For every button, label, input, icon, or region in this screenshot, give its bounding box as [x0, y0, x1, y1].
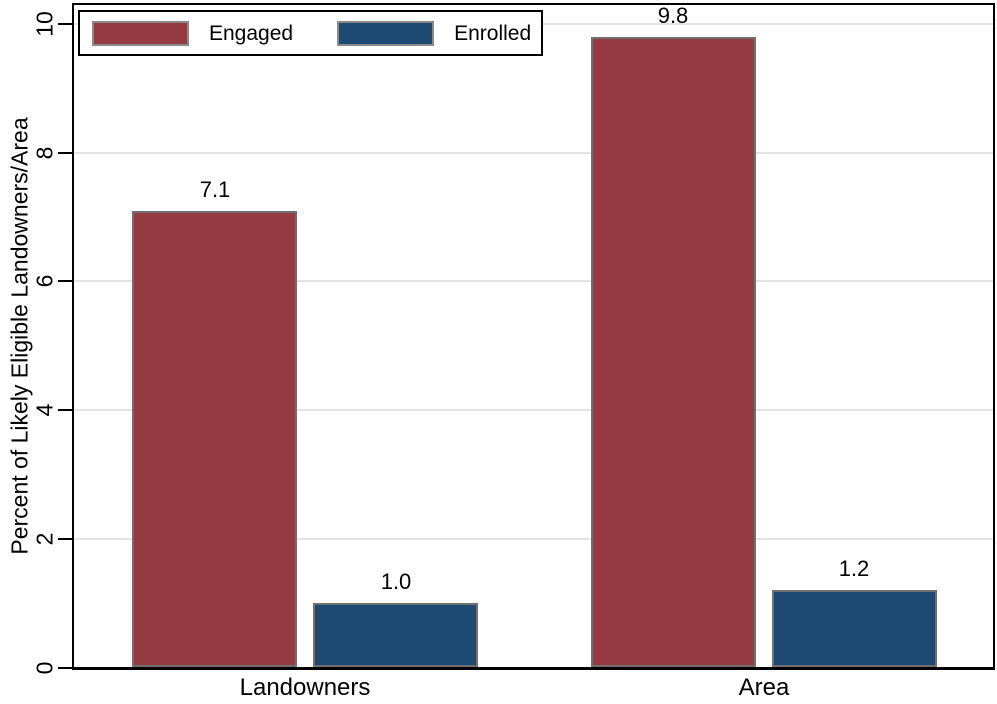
gridline-y-4: [74, 409, 993, 411]
x-axis-line: [72, 667, 995, 670]
legend-swatch-engaged: [92, 20, 189, 46]
y-tick-label-0: 0: [31, 661, 58, 675]
y-tickmark-6: [58, 280, 72, 282]
bar-value-label: 9.8: [657, 3, 689, 28]
legend-item-enrolled: Enrolled: [337, 20, 532, 46]
legend: Engaged Enrolled: [78, 10, 543, 56]
bar-value-label: 1.2: [838, 556, 870, 581]
plot-top-border: [72, 3, 995, 5]
y-tick-label-2: 2: [31, 532, 58, 546]
bar-engaged-area: [591, 37, 756, 667]
x-category-label-landowners: Landowners: [239, 674, 371, 701]
plot-right-border: [993, 3, 995, 670]
bar-value-label: 1.0: [380, 569, 412, 594]
y-tick-label-4: 4: [31, 403, 58, 417]
bar-enrolled-area: [772, 590, 937, 667]
gridline-y-6: [74, 280, 993, 282]
gridline-y-2: [74, 538, 993, 540]
gridline-y-8: [74, 152, 993, 154]
y-tick-label-8: 8: [31, 146, 58, 160]
legend-label-engaged: Engaged: [209, 21, 294, 45]
bar-value-label: 7.1: [199, 177, 231, 202]
y-axis-title: Percent of Likely Eligible Landowners/Ar…: [6, 117, 33, 555]
legend-item-engaged: Engaged: [92, 20, 294, 46]
y-tickmark-0: [58, 667, 72, 669]
y-tickmark-4: [58, 409, 72, 411]
x-category-label-area: Area: [738, 674, 790, 701]
y-axis-line: [72, 3, 74, 670]
bar-engaged-landowners: [132, 211, 297, 667]
y-tickmark-8: [58, 152, 72, 154]
y-tick-label-6: 6: [31, 274, 58, 288]
y-tick-label-10: 10: [31, 11, 58, 37]
y-tickmark-10: [58, 23, 72, 25]
bar-enrolled-landowners: [313, 603, 478, 667]
legend-swatch-enrolled: [337, 20, 435, 46]
y-tickmark-2: [58, 538, 72, 540]
legend-label-enrolled: Enrolled: [454, 21, 532, 45]
